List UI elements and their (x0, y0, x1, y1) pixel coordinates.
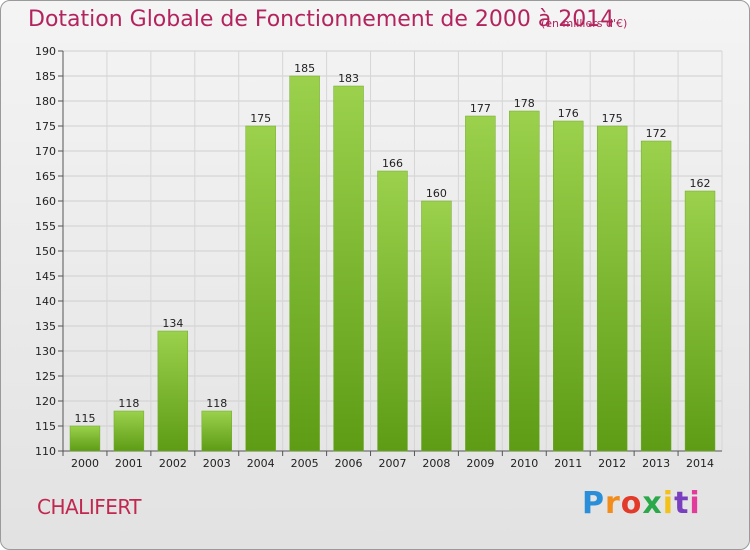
value-label: 160 (426, 187, 447, 200)
y-tick-label: 160 (35, 195, 56, 208)
y-tick-label: 110 (35, 445, 56, 458)
y-tick-label: 180 (35, 95, 56, 108)
value-label: 166 (382, 157, 403, 170)
value-label: 185 (294, 62, 315, 75)
value-label: 177 (470, 102, 491, 115)
y-tick-label: 170 (35, 145, 56, 158)
y-tick-label: 115 (35, 420, 56, 433)
y-tick-label: 140 (35, 295, 56, 308)
bar-2009 (465, 115, 496, 452)
commune-name: CHALIFERT (37, 495, 142, 519)
bar-2007 (377, 170, 408, 452)
bar-2006 (333, 85, 364, 452)
logo-letter: r (605, 486, 621, 521)
y-tick-label: 155 (35, 220, 56, 233)
x-tick-label: 2002 (159, 457, 187, 470)
bar-2010 (509, 110, 540, 452)
value-label: 183 (338, 72, 359, 85)
value-label: 175 (602, 112, 623, 125)
x-tick-label: 2013 (642, 457, 670, 470)
bar-2003 (201, 410, 232, 452)
x-tick-label: 2008 (422, 457, 450, 470)
value-label: 118 (118, 397, 139, 410)
y-tick-label: 135 (35, 320, 56, 333)
chart-title: Dotation Globale de Fonctionnement de 20… (28, 7, 615, 32)
value-label: 115 (74, 412, 95, 425)
bar-2012 (596, 125, 628, 452)
value-label: 162 (690, 177, 711, 190)
x-tick-label: 2009 (466, 457, 494, 470)
x-tick-label: 2010 (510, 457, 538, 470)
bar-2001 (113, 410, 145, 452)
logo-letter: x (642, 486, 663, 521)
y-tick-label: 120 (35, 395, 56, 408)
y-tick-label: 190 (35, 45, 56, 58)
value-label: 178 (514, 97, 535, 110)
x-tick-label: 2012 (598, 457, 626, 470)
logo-letter: t (674, 486, 690, 521)
value-label: 175 (250, 112, 271, 125)
value-label: 134 (162, 317, 183, 330)
proxiti-logo[interactable]: Proxiti (582, 486, 701, 521)
x-tick-label: 2007 (379, 457, 407, 470)
bar-2005 (289, 75, 320, 452)
y-tick-label: 125 (35, 370, 56, 383)
value-label: 176 (558, 107, 579, 120)
bar-2004 (245, 125, 276, 452)
y-tick-label: 165 (35, 170, 56, 183)
bar-layer (69, 75, 716, 452)
bar-2014 (684, 190, 716, 452)
y-tick-label: 130 (35, 345, 56, 358)
y-tick-label: 185 (35, 70, 56, 83)
y-tick-label: 145 (35, 270, 56, 283)
bar-2000 (69, 425, 101, 452)
logo-letter: i (662, 486, 675, 521)
chart-unit: (en milliers d'€) (541, 17, 628, 30)
x-tick-label: 2014 (686, 457, 714, 470)
logo-letter: i (689, 486, 701, 521)
x-tick-label: 2000 (71, 457, 99, 470)
value-label: 118 (206, 397, 227, 410)
value-label: 172 (646, 127, 667, 140)
bar-2002 (157, 330, 189, 452)
y-tick-label: 150 (35, 245, 56, 258)
y-tick-label: 175 (35, 120, 56, 133)
bar-2008 (421, 200, 452, 452)
logo-letter: P (582, 486, 605, 521)
bar-2013 (640, 140, 672, 452)
bar-2011 (553, 120, 584, 452)
x-tick-label: 2011 (554, 457, 582, 470)
label-layer: 115 2000 118 2001 134 2002 118 2003 175 2004 185 20… (71, 62, 714, 470)
x-tick-label: 2003 (203, 457, 231, 470)
logo-letter: o (620, 486, 643, 521)
x-tick-label: 2004 (247, 457, 275, 470)
x-tick-label: 2005 (291, 457, 319, 470)
x-tick-label: 2001 (115, 457, 143, 470)
x-tick-label: 2006 (335, 457, 363, 470)
